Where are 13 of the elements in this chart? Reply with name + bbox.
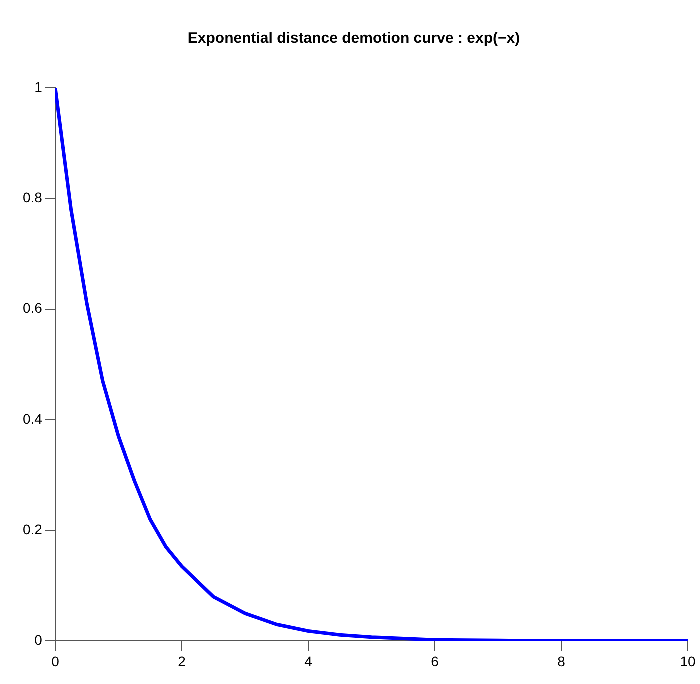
x-tick-label: 2 [178, 653, 186, 670]
y-tick-label: 0.4 [22, 410, 43, 427]
y-tick-label: 1 [34, 78, 43, 95]
y-tick-label: 0.8 [22, 190, 43, 206]
y-tick-label: 0.6 [22, 300, 43, 316]
x-tick-label: 10 [680, 653, 696, 670]
x-tick-label: 0 [52, 653, 60, 670]
x-tick-label: 4 [304, 653, 313, 670]
x-tick-label: 8 [558, 653, 566, 670]
y-tick-label: 0 [34, 632, 43, 648]
y-tick-label: 0.2 [22, 521, 43, 538]
chart-title: Exponential distance demotion curve : exp(−x) [188, 30, 520, 48]
x-tick-label: 6 [431, 653, 440, 670]
